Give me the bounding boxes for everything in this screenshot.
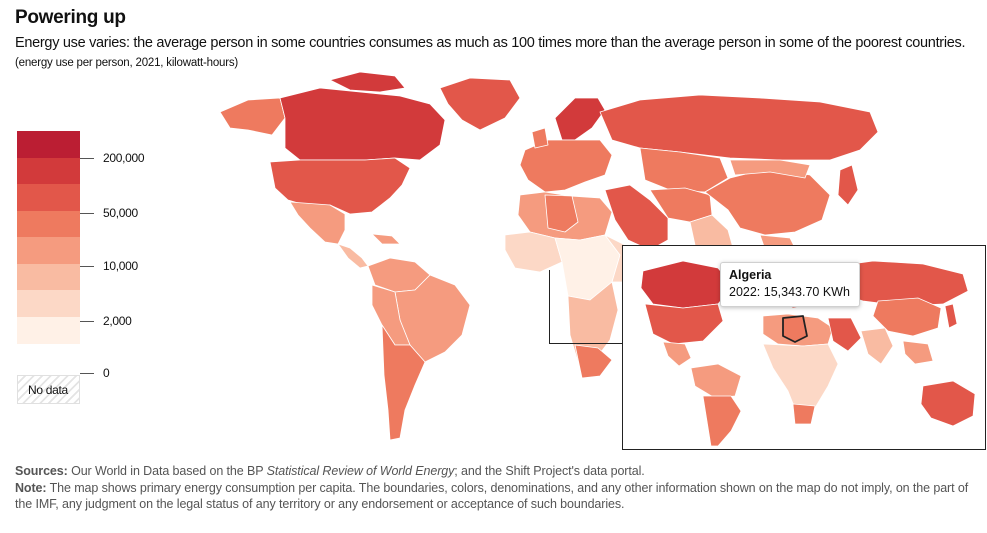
legend-label: 200,000: [103, 151, 145, 165]
region-central-america[interactable]: [337, 243, 369, 269]
region-canada[interactable]: [279, 87, 446, 161]
inset-region-south-asia[interactable]: [860, 327, 894, 365]
region-japan-korea[interactable]: [837, 164, 859, 206]
chart-title: Powering up: [15, 7, 126, 28]
region-scandinavia[interactable]: [554, 97, 606, 141]
region-west-africa[interactable]: [504, 231, 563, 273]
note-label: Note:: [15, 480, 47, 495]
note-text: The map shows primary energy consumption…: [15, 480, 969, 512]
units-note: (energy use per person, 2021, kilowatt-h…: [15, 57, 239, 69]
legend-tick: [80, 158, 94, 159]
tooltip-country-name: Algeria: [729, 268, 772, 282]
inset-region-south-america-south[interactable]: [702, 395, 742, 447]
region-mongolia[interactable]: [729, 159, 811, 179]
inset-region-south-africa[interactable]: [792, 403, 816, 425]
legend-label: 2,000: [103, 314, 132, 328]
region-europe[interactable]: [519, 139, 613, 193]
inset-region-subsaharan-africa[interactable]: [762, 343, 839, 417]
legend-swatch-3: [17, 184, 80, 211]
legend-no-data-swatch: No data: [17, 375, 80, 404]
inset-region-china[interactable]: [872, 297, 942, 337]
region-arctic-islands[interactable]: [329, 71, 406, 93]
sources-line: Sources: Our World in Data based on the …: [15, 463, 980, 480]
sources-italic: Statistical Review of World Energy: [266, 464, 455, 478]
note-line: Note: The map shows primary energy consu…: [15, 480, 980, 513]
world-map: [219, 71, 879, 441]
legend-tick: [80, 373, 94, 374]
legend-label: 10,000: [103, 259, 138, 273]
inset-region-algeria[interactable]: [782, 315, 808, 343]
legend-swatch-2: [17, 157, 80, 184]
sources-note: Sources: Our World in Data based on the …: [15, 463, 980, 513]
region-united-kingdom[interactable]: [531, 127, 549, 149]
legend-tick: [80, 213, 94, 214]
region-south-africa[interactable]: [574, 344, 613, 379]
inset-region-middle-east[interactable]: [827, 317, 862, 352]
region-algeria[interactable]: [544, 194, 579, 233]
region-caribbean[interactable]: [371, 233, 401, 245]
region-greenland[interactable]: [439, 77, 521, 131]
region-middle-east[interactable]: [604, 184, 669, 251]
legend-tick: [80, 321, 94, 322]
legend-no-data-label: No data: [28, 383, 68, 397]
legend-swatch-5: [17, 237, 80, 264]
sources-label: Sources:: [15, 464, 68, 478]
region-southern-africa[interactable]: [567, 281, 619, 363]
region-argentina-chile[interactable]: [381, 324, 426, 441]
inset-region-japan[interactable]: [944, 303, 958, 329]
inset-connector: [549, 270, 622, 344]
legend-label: 0: [103, 366, 110, 380]
legend-tick: [80, 266, 94, 267]
inset-region-australia[interactable]: [920, 380, 976, 427]
tooltip-value: 2022: 15,343.70 KWh: [729, 285, 850, 299]
region-central-asia[interactable]: [639, 147, 729, 193]
inset-region-southeast-asia[interactable]: [902, 340, 934, 365]
color-legend: 200,000 50,000 10,000 2,000 0 No data: [17, 131, 197, 411]
sources-text-1: Our World in Data based on the BP: [67, 464, 267, 478]
legend-swatch-6: [17, 263, 80, 290]
region-alaska[interactable]: [219, 97, 286, 136]
inset-region-south-america-north[interactable]: [690, 363, 742, 399]
sources-text-2: ; and the Shift Project's data portal.: [454, 464, 645, 478]
legend-label: 50,000: [103, 206, 138, 220]
legend-swatch-7: [17, 290, 80, 317]
region-united-states[interactable]: [269, 157, 411, 215]
legend-swatch-8: [17, 316, 80, 344]
chart-subtitle: Energy use varies: the average person in…: [15, 35, 966, 51]
legend-swatch-4: [17, 210, 80, 237]
map-tooltip: Algeria 2022: 15,343.70 KWh: [720, 262, 860, 307]
legend-swatch-1: [17, 131, 80, 158]
inset-region-united-states[interactable]: [644, 303, 724, 345]
inset-region-mexico[interactable]: [662, 341, 692, 367]
